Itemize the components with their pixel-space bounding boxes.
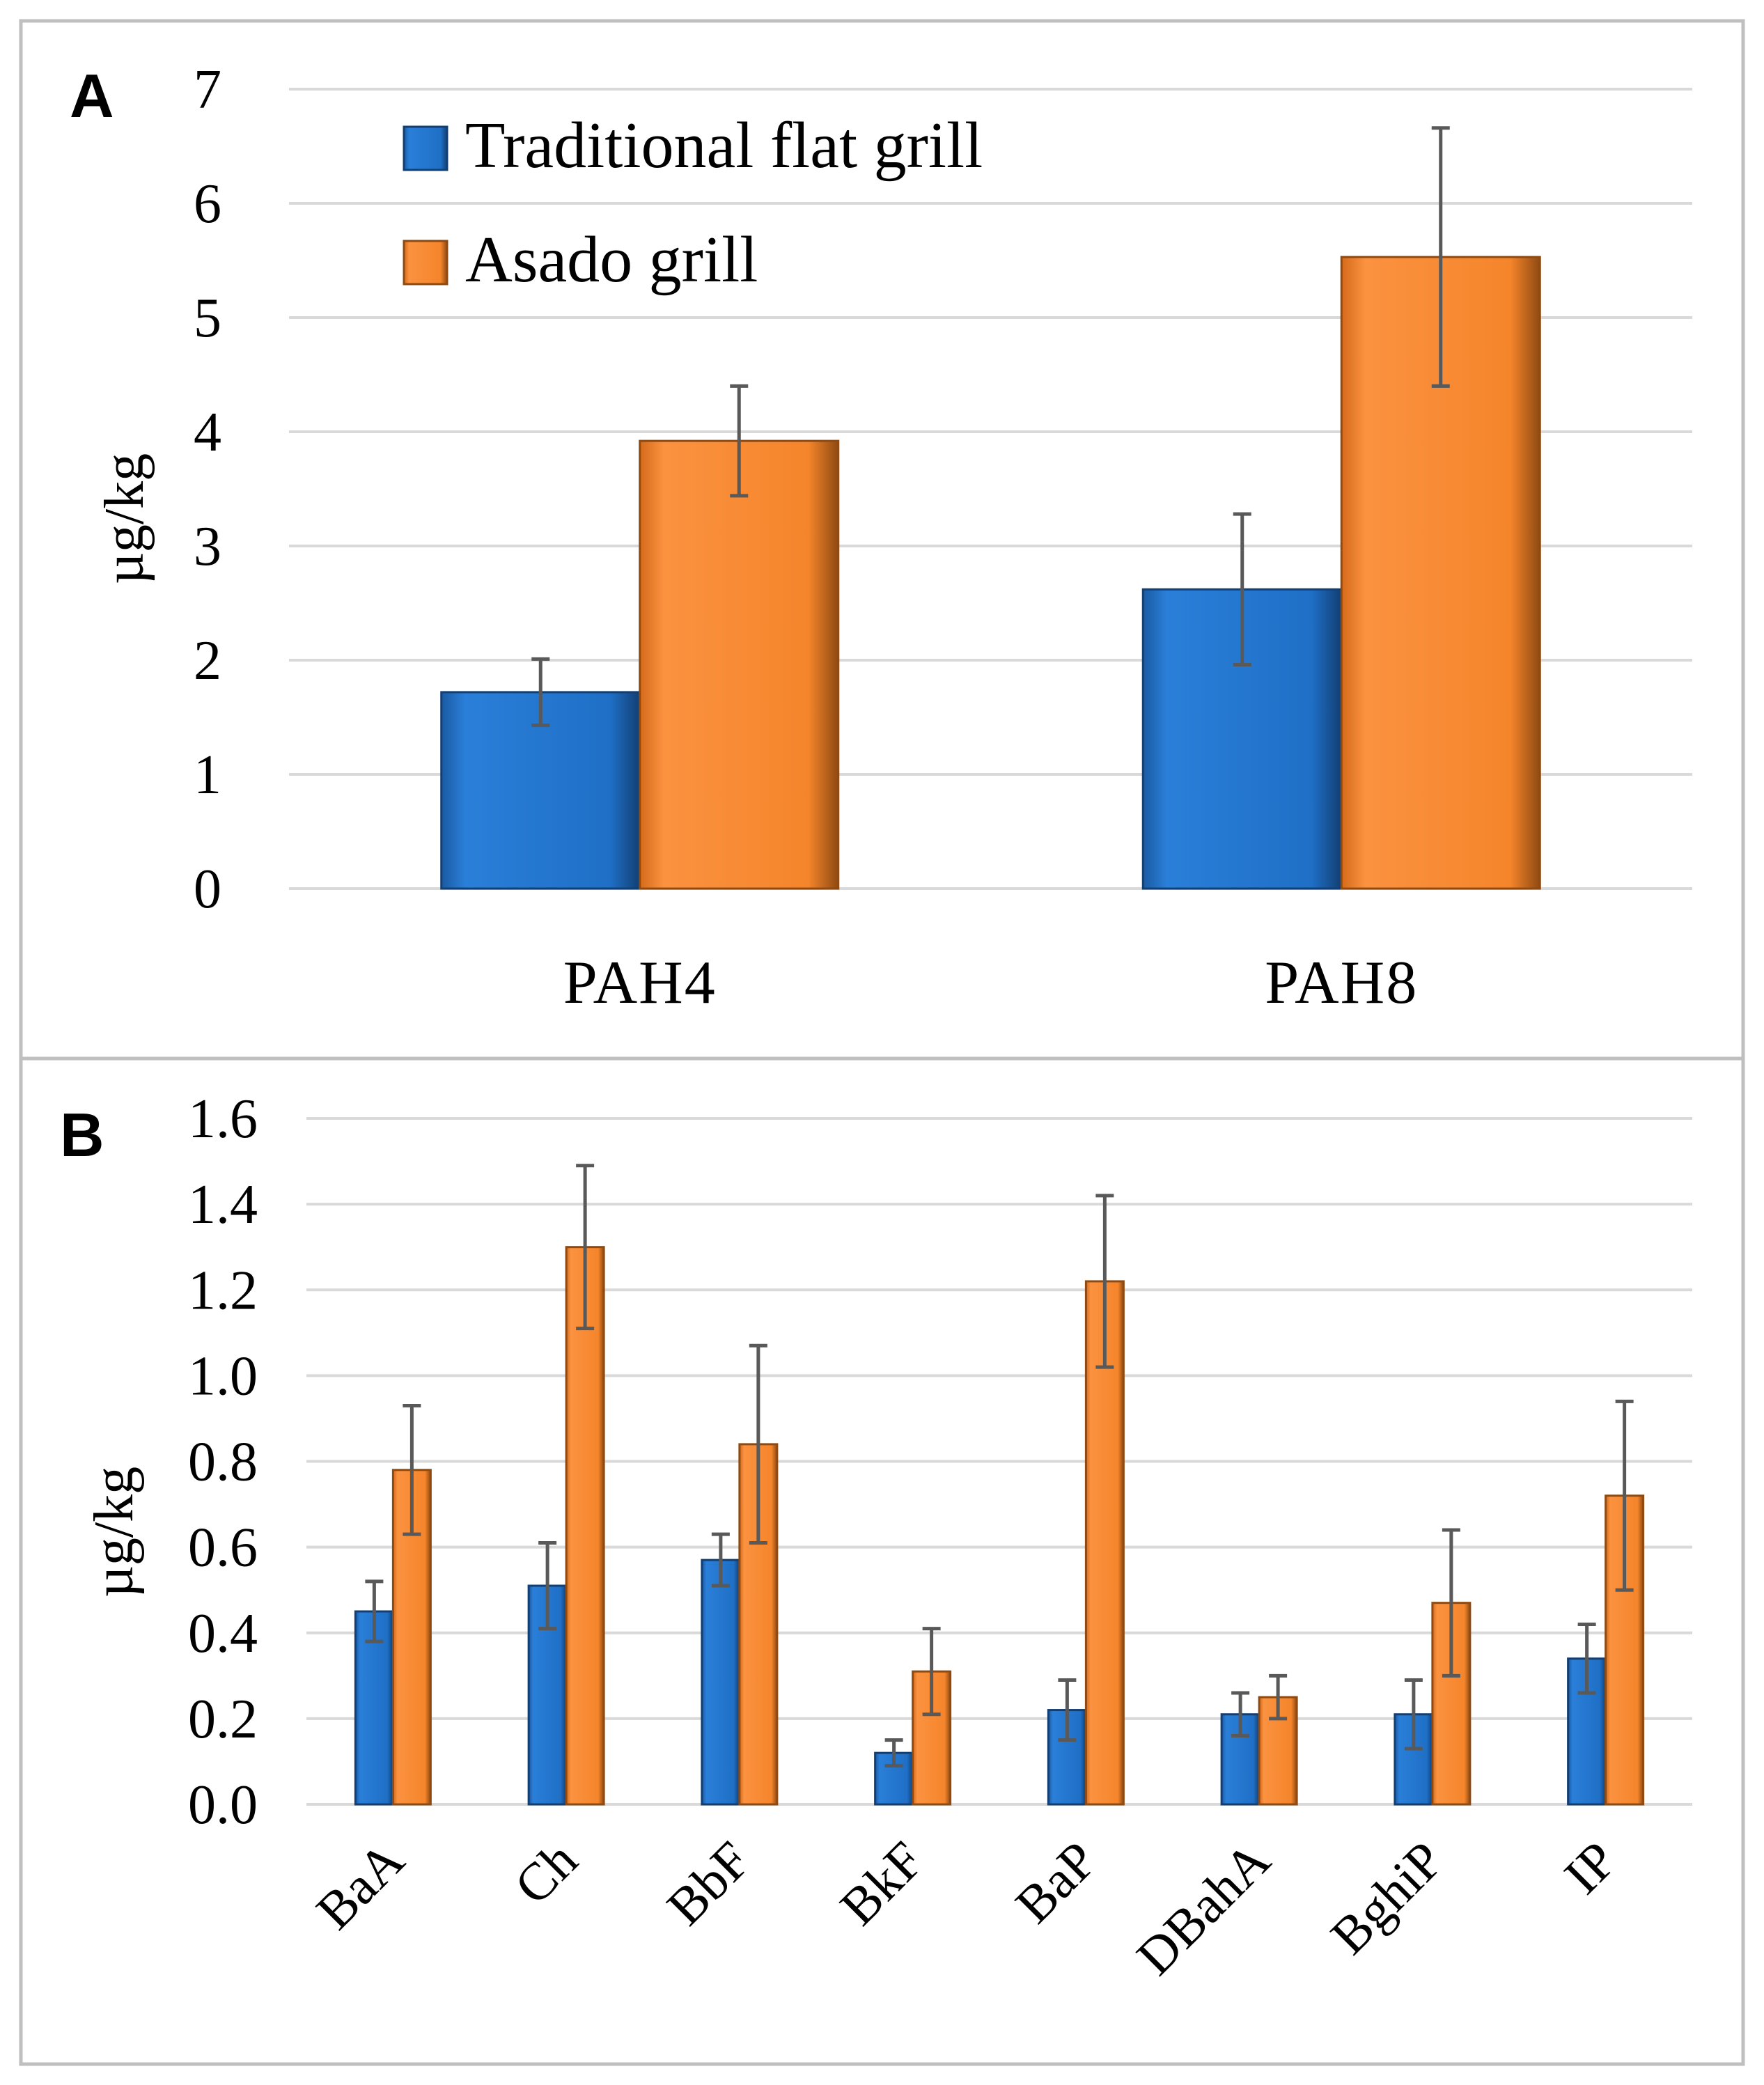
- y-tick-label: 0.6: [188, 1517, 258, 1579]
- y-tick-label: 0.8: [188, 1432, 258, 1493]
- panel-a-letter: A: [70, 61, 114, 130]
- y-tick-label: 1.2: [188, 1260, 258, 1321]
- legend: Traditional flat grill Asado grill: [403, 109, 983, 296]
- legend-swatch-asado: [403, 240, 448, 286]
- bar-traditional-flat-grill-bbf: [701, 1559, 741, 1806]
- panel-b-letter: B: [60, 1100, 104, 1169]
- legend-swatch-traditional: [403, 125, 448, 171]
- y-tick-label: 1.0: [188, 1345, 258, 1407]
- y-tick-label: 0.2: [188, 1689, 258, 1750]
- panel-a-category-labels: PAH4 PAH8: [563, 949, 1418, 1017]
- y-tick-label: 0.0: [188, 1774, 258, 1836]
- panel-a-y-ticks: 0 1 2 3 4 5 6 7: [194, 59, 221, 920]
- bar-asado-grill-ch: [565, 1246, 605, 1806]
- legend-label-traditional: Traditional flat grill: [465, 109, 983, 182]
- panel-b-error-bars: [365, 1164, 1634, 1768]
- panel-a-y-axis-label: µg/kg: [94, 453, 155, 584]
- category-label: PAH8: [1265, 949, 1418, 1017]
- y-tick-label: 1.6: [188, 1088, 258, 1150]
- y-tick-label: 3: [194, 516, 221, 577]
- panel-b-y-axis-label: µg/kg: [84, 1467, 145, 1598]
- y-tick-label: 5: [194, 288, 221, 349]
- y-tick-label: 7: [194, 59, 221, 120]
- y-tick-label: 0: [194, 859, 221, 920]
- y-tick-label: 4: [194, 402, 221, 463]
- y-tick-label: 6: [194, 173, 221, 235]
- y-tick-label: 1.4: [188, 1174, 258, 1235]
- panel-b: B 0.00.20.40.60.81.01.21.41.6 µg/kg BaA C…: [19, 1056, 1745, 2066]
- panel-b-frame: [19, 1056, 1745, 2066]
- panel-a: A 0 1 2 3 4 5 6 7 µg/kg PAH4 PAH8 Traditional fl…: [19, 19, 1745, 1061]
- panel-b-y-ticks: 0.0 0.2 0.4 0.6 0.8 1.0 1.2 1.4 1.6: [188, 1088, 258, 1836]
- bar-asado-grill-pah4: [639, 439, 840, 890]
- panel-a-error-bars: [531, 126, 1450, 727]
- y-tick-label: 2: [194, 630, 221, 692]
- y-tick-label: 1: [194, 744, 221, 806]
- legend-label-asado: Asado grill: [465, 224, 758, 296]
- category-label: PAH4: [563, 949, 717, 1017]
- y-tick-label: 0.4: [188, 1603, 258, 1664]
